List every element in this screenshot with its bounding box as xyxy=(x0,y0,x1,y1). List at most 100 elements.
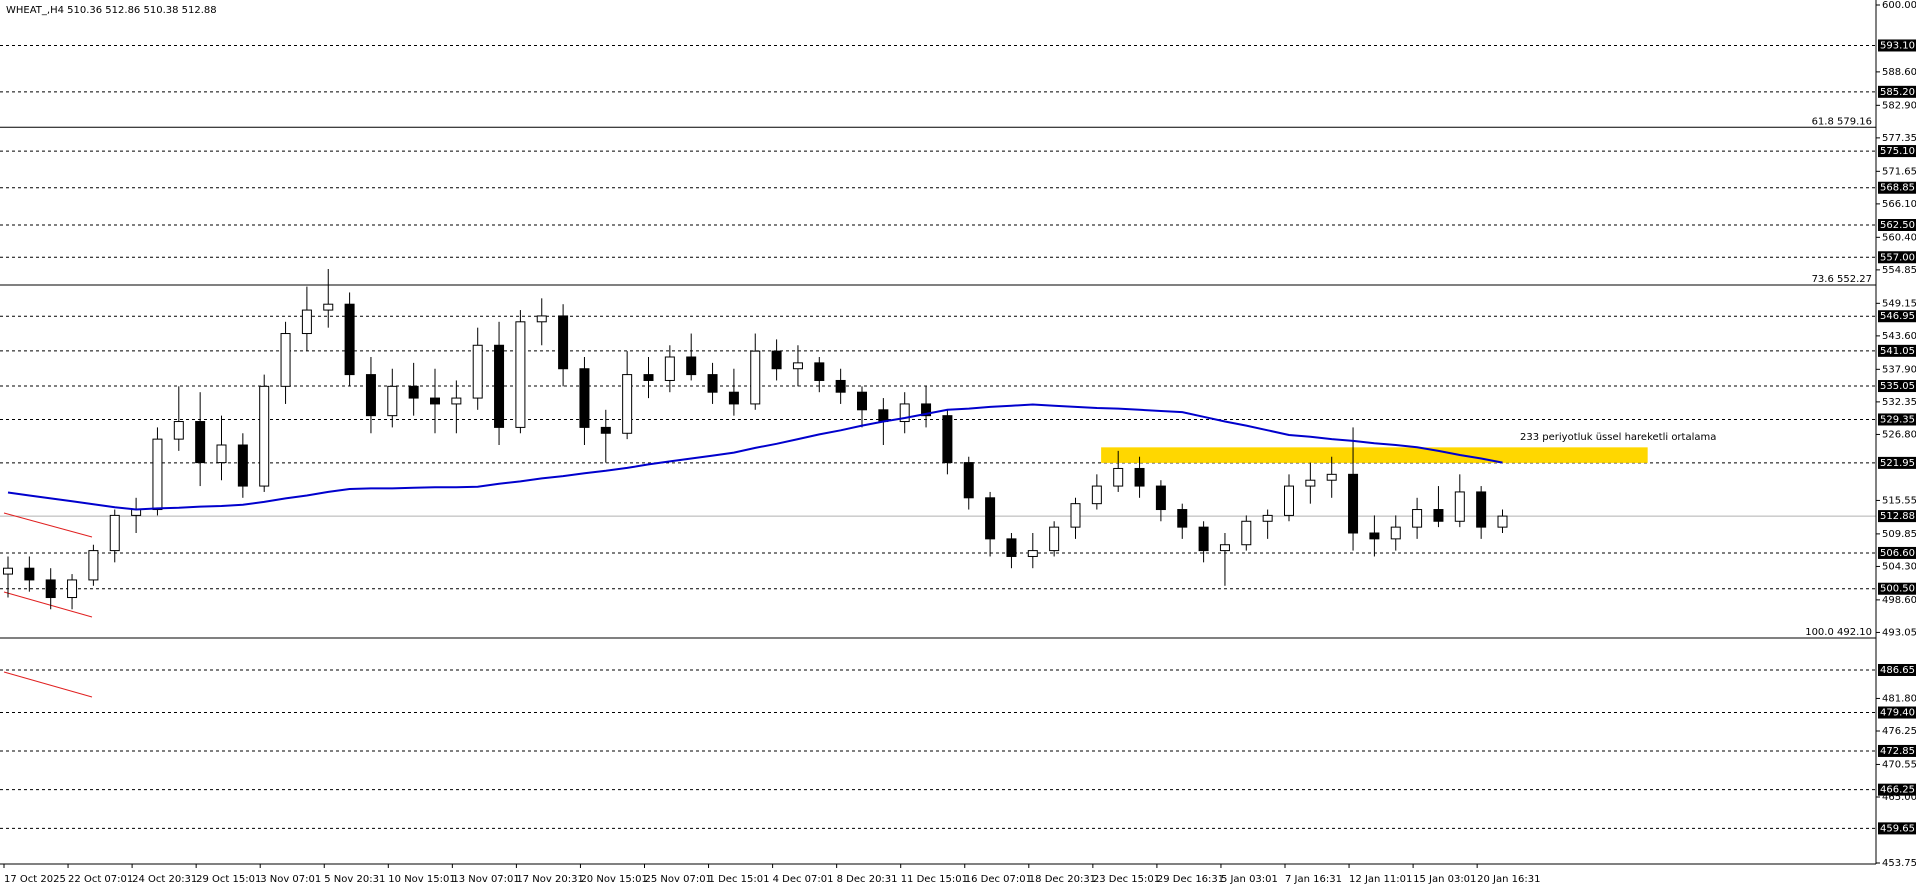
candle-body xyxy=(387,385,398,417)
candle-body xyxy=(643,374,654,381)
y-tick-label: 470.55 xyxy=(1882,759,1916,770)
candle-body xyxy=(771,350,782,370)
level-label: 500.50 xyxy=(1880,584,1915,595)
candle-body xyxy=(835,379,846,393)
x-tick-label: 29 Oct 15:01 xyxy=(196,874,261,885)
level-box xyxy=(1878,145,1916,158)
y-tick-label: 600.00 xyxy=(1882,0,1916,11)
y-tick-label: 504.30 xyxy=(1882,561,1916,572)
level-box xyxy=(1878,546,1916,559)
x-tick-label: 1 Dec 15:01 xyxy=(709,874,770,885)
x-tick-label: 10 Nov 15:01 xyxy=(388,874,455,885)
ema-line xyxy=(7,403,1503,511)
y-tick-label: 493.05 xyxy=(1882,627,1916,638)
y-tick-label: 465.00 xyxy=(1882,792,1916,803)
level-label: 593.10 xyxy=(1880,40,1915,51)
candle-body xyxy=(1241,520,1252,546)
candle-body xyxy=(195,421,206,464)
candle-body xyxy=(878,409,889,423)
candle-body xyxy=(1284,485,1294,516)
candle-body xyxy=(515,321,526,428)
candle-body xyxy=(1348,473,1359,534)
candle-body xyxy=(1497,515,1508,528)
level-box xyxy=(1878,744,1916,757)
y-tick-label: 571.65 xyxy=(1882,166,1916,177)
candle-body xyxy=(1305,479,1316,487)
level-label: 585.20 xyxy=(1880,87,1915,98)
level-label: 557.00 xyxy=(1880,252,1915,263)
y-tick-label: 453.75 xyxy=(1882,858,1916,869)
candle-body xyxy=(408,385,419,399)
candle-body xyxy=(3,567,13,575)
y-tick-label: 560.40 xyxy=(1882,232,1916,243)
candle-body xyxy=(1155,485,1166,511)
level-box xyxy=(1878,783,1916,796)
candle-body xyxy=(857,391,867,411)
y-tick-label: 481.80 xyxy=(1882,693,1916,704)
candle-body xyxy=(1027,550,1038,557)
candle-body xyxy=(899,403,910,423)
main-layer: 233 periyotluk üssel hareketli ortalama xyxy=(3,269,1716,698)
candle-body xyxy=(344,303,355,376)
candle-body xyxy=(600,426,611,434)
level-box xyxy=(1878,706,1916,719)
candle-body xyxy=(622,374,633,434)
chart-title: WHEAT_,H4 510.36 512.86 510.38 512.88 xyxy=(6,5,217,16)
fib-label: 73.6 552.27 xyxy=(1812,274,1872,285)
candle-body xyxy=(67,579,78,599)
level-label: 486.65 xyxy=(1880,665,1915,676)
candle-body xyxy=(301,309,312,335)
candle-body xyxy=(664,356,675,381)
candle-body xyxy=(1433,509,1444,522)
level-box xyxy=(1878,822,1916,835)
candle-body xyxy=(430,397,440,405)
fib-label: 100.0 492.10 xyxy=(1805,627,1872,638)
candle-body xyxy=(259,385,270,487)
candle-body xyxy=(451,397,462,405)
candle-body xyxy=(173,421,184,440)
candle-body xyxy=(792,362,803,370)
level-box xyxy=(1878,85,1916,98)
level-box xyxy=(1878,39,1916,52)
level-box xyxy=(1878,181,1916,194)
x-tick-label: 20 Jan 16:31 xyxy=(1477,874,1540,885)
level-label: 466.25 xyxy=(1880,785,1915,796)
x-tick-label: 15 Jan 03:01 xyxy=(1413,874,1476,885)
level-box xyxy=(1878,380,1916,393)
level-label: 521.95 xyxy=(1880,458,1915,469)
level-box xyxy=(1878,310,1916,323)
candle-body xyxy=(1476,491,1487,528)
level-label: 472.85 xyxy=(1880,746,1915,757)
candle-body xyxy=(707,374,718,393)
candle-body xyxy=(814,362,825,381)
x-tick-label: 18 Dec 20:31 xyxy=(1029,874,1096,885)
x-tick-label: 13 Nov 07:01 xyxy=(452,874,519,885)
x-tick-label: 24 Oct 20:31 xyxy=(132,874,197,885)
level-label: 529.35 xyxy=(1880,414,1915,425)
current-price-box xyxy=(1878,510,1916,523)
candle-body xyxy=(750,350,761,405)
x-tick-label: 5 Jan 03:01 xyxy=(1221,874,1278,885)
level-label: 546.95 xyxy=(1880,311,1915,322)
x-tick-label: 25 Nov 07:01 xyxy=(645,874,712,885)
candle-body xyxy=(921,403,932,417)
candle-body xyxy=(1049,526,1060,552)
candle-body xyxy=(1198,526,1209,552)
candle-body xyxy=(985,497,996,540)
x-tick-label: 23 Dec 15:01 xyxy=(1093,874,1160,885)
y-tick-label: 498.60 xyxy=(1882,595,1916,606)
candle-body xyxy=(1412,509,1423,528)
channel-line xyxy=(3,591,93,618)
candle-body xyxy=(1177,509,1188,528)
x-tick-label: 17 Oct 2025 xyxy=(4,874,66,885)
y-tick-label: 537.90 xyxy=(1882,364,1916,375)
candle-body xyxy=(1390,526,1401,540)
candle-body xyxy=(728,391,739,405)
level-label: 575.10 xyxy=(1880,146,1915,157)
y-tick-label: 554.85 xyxy=(1882,265,1916,276)
candle-body xyxy=(323,303,334,311)
candle-body xyxy=(1070,503,1081,528)
